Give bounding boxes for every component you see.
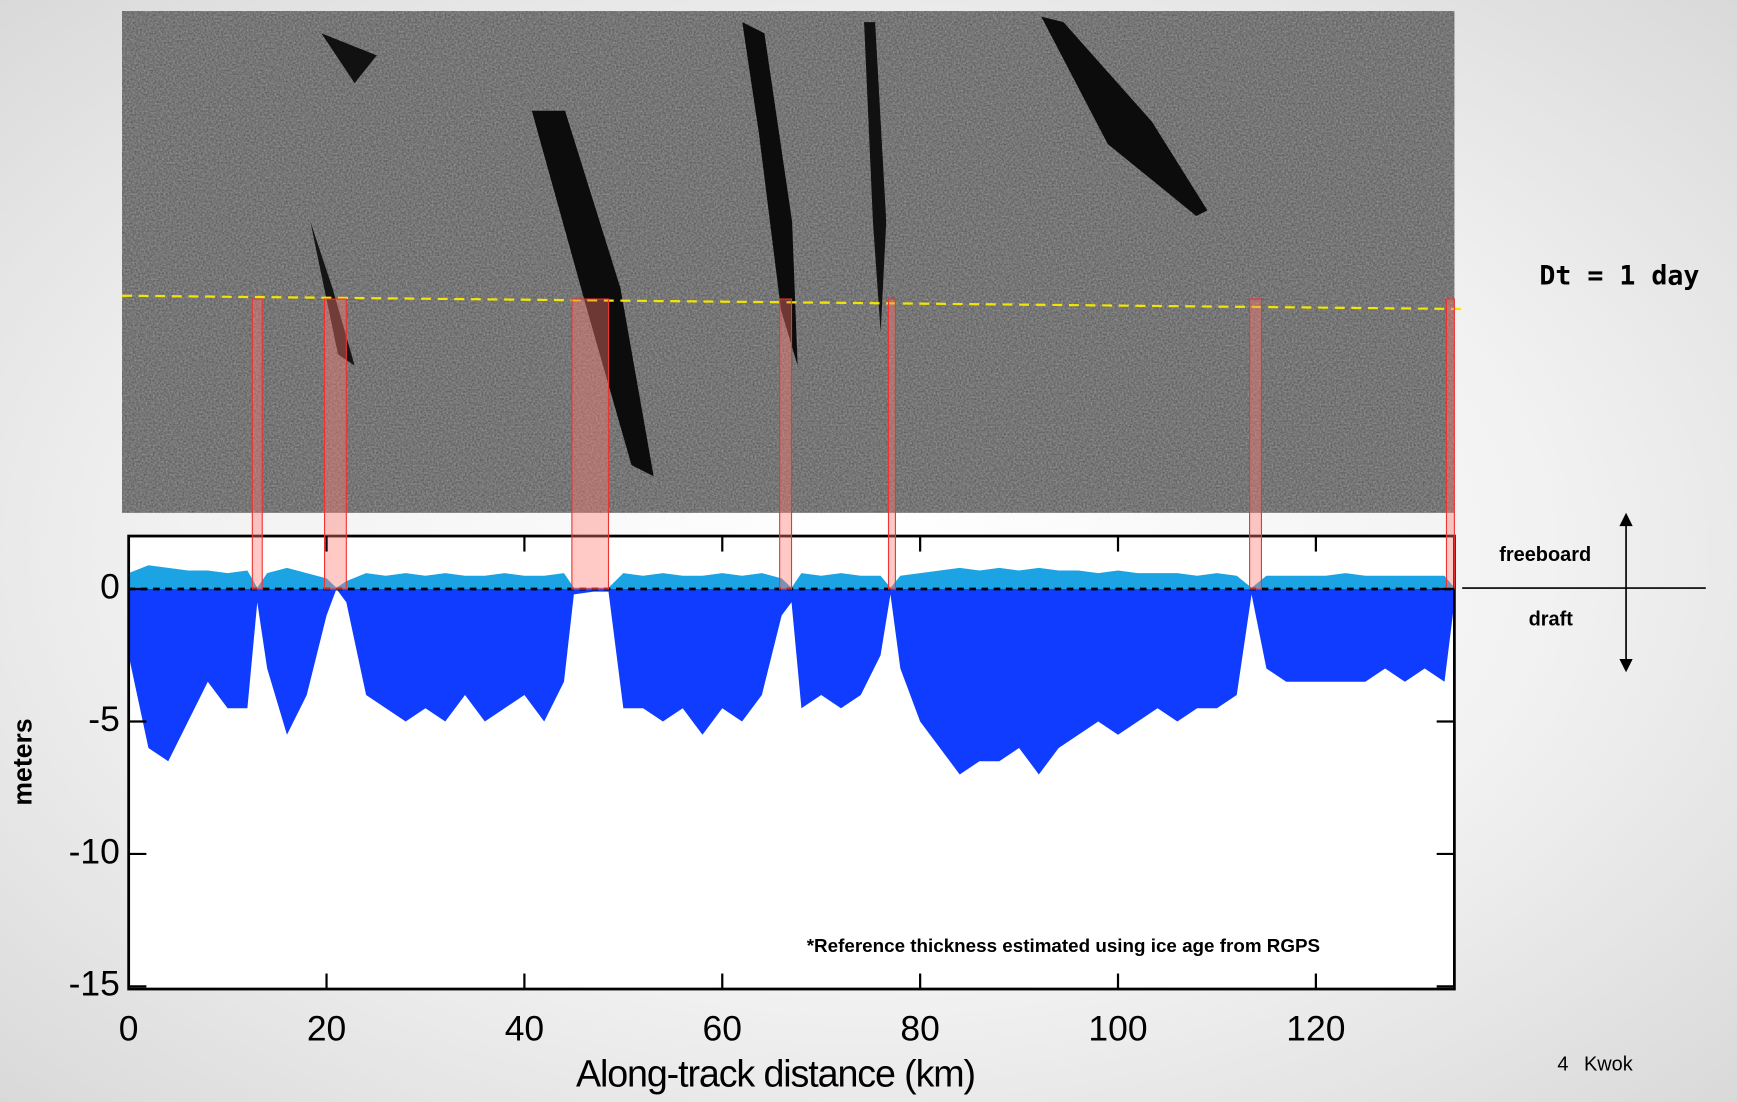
draft-area: [128, 589, 1455, 775]
lead-highlight: [251, 298, 263, 590]
dt-label: Dt = 1 day: [1539, 260, 1699, 291]
draft-label: draft: [1529, 608, 1574, 630]
annotation: *Reference thickness estimated using ice…: [807, 935, 1320, 956]
lead-highlight: [571, 298, 610, 590]
lead-highlight: [887, 298, 896, 590]
lead-highlight: [1249, 298, 1263, 590]
x-tick-label: 40: [505, 1008, 544, 1048]
x-tick-label: 120: [1286, 1008, 1345, 1048]
lead-highlight: [1445, 298, 1455, 590]
x-tick-label: 20: [307, 1008, 346, 1048]
y-tick-label: -15: [69, 964, 120, 1004]
y-tick-label: -5: [88, 699, 120, 739]
sar-image: [122, 11, 1463, 513]
lead-highlight: [324, 298, 347, 590]
author: Kwok: [1584, 1054, 1633, 1076]
freeboard-area: [128, 565, 1455, 590]
y-tick-label: 0: [100, 566, 120, 606]
x-tick-label: 60: [703, 1008, 742, 1048]
y-tick-label: -10: [69, 831, 120, 871]
x-tick-label: 80: [900, 1008, 939, 1048]
x-tick-label: 100: [1088, 1008, 1147, 1048]
x-tick-label: 0: [119, 1008, 139, 1048]
freeboard-label: freeboard: [1499, 544, 1591, 566]
lead-highlight: [779, 298, 793, 590]
y-axis-label: meters: [8, 718, 38, 805]
page-number: 4: [1557, 1054, 1568, 1076]
x-axis-label: Along-track distance (km): [576, 1052, 975, 1094]
